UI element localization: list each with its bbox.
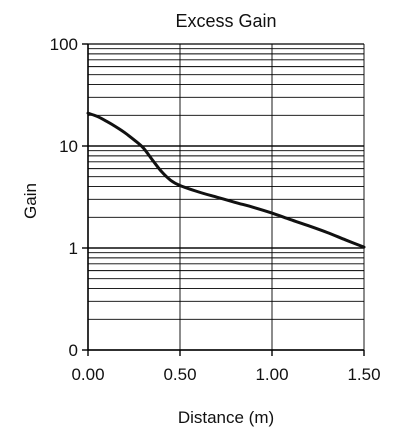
x-tick-labels: 0.00 0.50 1.00 1.50	[71, 365, 380, 384]
x-tick-label: 1.00	[255, 365, 288, 384]
y-tick-label: 100	[50, 35, 78, 54]
axes	[82, 43, 365, 356]
x-axis-label: Distance (m)	[178, 408, 274, 427]
x-tick-label: 1.50	[347, 365, 380, 384]
y-axis-label: Gain	[21, 183, 40, 219]
x-tick-label: 0.50	[163, 365, 196, 384]
y-tick-label: 0	[69, 341, 78, 360]
excess-gain-line	[86, 111, 366, 249]
grid	[87, 43, 365, 351]
chart-title: Excess Gain	[175, 11, 276, 31]
x-tick-label: 0.00	[71, 365, 104, 384]
y-tick-labels: 0 1 10 100	[50, 35, 78, 360]
y-tick-label: 1	[69, 239, 78, 258]
y-tick-label: 10	[59, 137, 78, 156]
series-layer	[86, 111, 366, 249]
